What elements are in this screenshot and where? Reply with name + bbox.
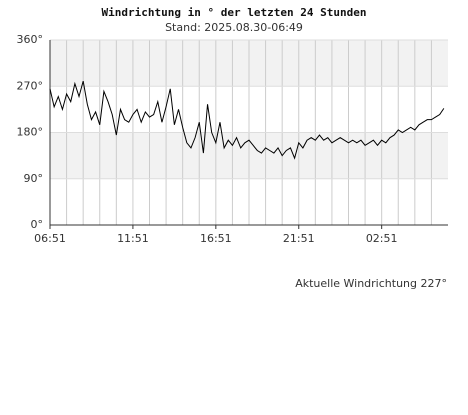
y-tick-label: 0°	[31, 218, 44, 231]
chart-subtitle: Stand: 2025.08.30-06:49	[165, 21, 303, 34]
y-tick-label: 180°	[17, 126, 44, 139]
x-tick-label: 16:51	[200, 232, 232, 245]
x-tick-label: 06:51	[34, 232, 66, 245]
x-tick-label: 21:51	[283, 232, 315, 245]
annotation: Aktuelle Windrichtung 227°	[295, 277, 447, 290]
x-tick-label: 11:51	[117, 232, 149, 245]
y-tick-label: 90°	[24, 172, 44, 185]
x-tick-label: 02:51	[366, 232, 398, 245]
y-tick-label: 270°	[17, 79, 44, 92]
chart-title: Windrichtung in ° der letzten 24 Stunden	[102, 6, 367, 19]
data-line	[49, 80, 445, 160]
y-tick-label: 360°	[17, 33, 44, 46]
